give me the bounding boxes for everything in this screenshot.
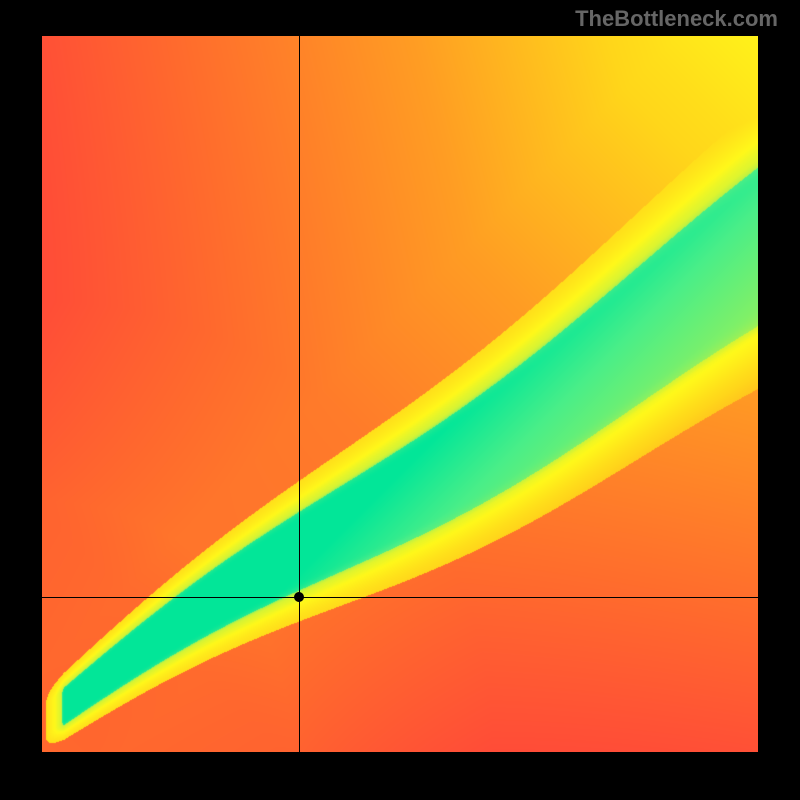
- heatmap-plot: [42, 36, 758, 752]
- watermark-text: TheBottleneck.com: [575, 6, 778, 32]
- heatmap-canvas: [42, 36, 758, 752]
- crosshair-horizontal: [42, 597, 758, 598]
- crosshair-point: [294, 592, 304, 602]
- crosshair-vertical: [299, 36, 300, 752]
- chart-root: { "watermark": { "text": "TheBottleneck.…: [0, 0, 800, 800]
